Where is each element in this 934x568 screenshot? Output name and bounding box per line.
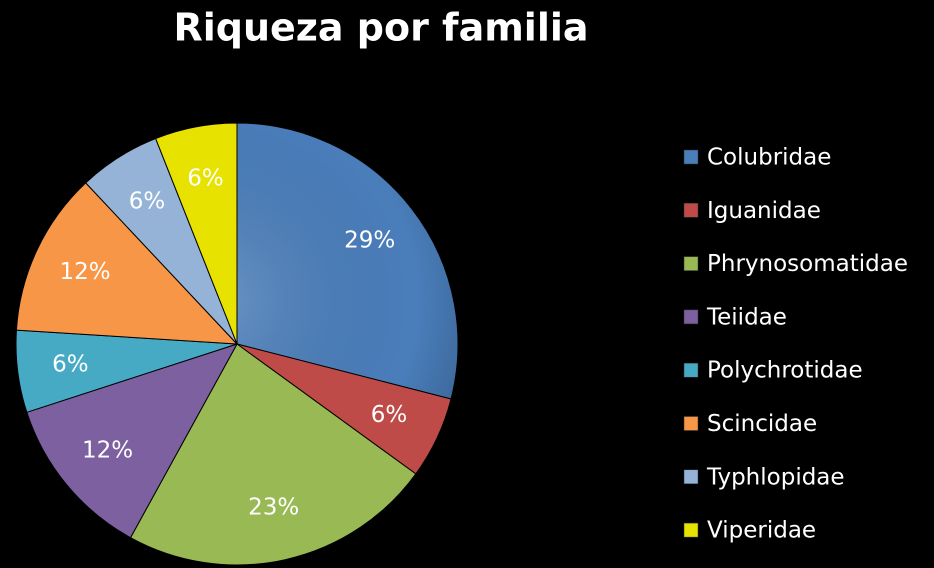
legend-label: Teiidae bbox=[706, 304, 787, 330]
legend-swatch bbox=[683, 256, 699, 271]
legend-label: Colubridae bbox=[707, 145, 831, 171]
legend-swatch bbox=[683, 362, 699, 378]
legend-swatch bbox=[683, 203, 699, 218]
legend-label: Scincidae bbox=[707, 411, 817, 437]
legend-swatch bbox=[683, 149, 699, 165]
slice-label: 6% bbox=[129, 189, 166, 215]
legend-swatch bbox=[683, 469, 699, 485]
legend-label: Phrynosomatidae bbox=[707, 251, 908, 277]
slice-label: 6% bbox=[52, 352, 89, 378]
slice-label: 6% bbox=[371, 402, 408, 428]
legend-swatch bbox=[683, 522, 699, 538]
legend-label: Viperidae bbox=[707, 518, 816, 544]
legend-label: Polychrotidae bbox=[707, 358, 863, 384]
slice-label: 6% bbox=[187, 166, 224, 192]
legend-swatch bbox=[683, 309, 699, 325]
slice-label: 12% bbox=[59, 259, 110, 285]
pie-slice bbox=[26, 343, 239, 539]
slice-label: 12% bbox=[82, 438, 133, 464]
pie-slice bbox=[154, 122, 238, 345]
legend-swatch bbox=[683, 416, 699, 431]
legend-label: Iguanidae bbox=[707, 198, 821, 224]
legend-label: Typhlopidae bbox=[706, 464, 845, 490]
chart-title: Riqueza por familia bbox=[173, 6, 588, 50]
pie-slice bbox=[15, 182, 239, 345]
slice-label: 23% bbox=[248, 494, 299, 520]
slice-label: 29% bbox=[344, 228, 395, 254]
pie-slice bbox=[129, 343, 417, 566]
